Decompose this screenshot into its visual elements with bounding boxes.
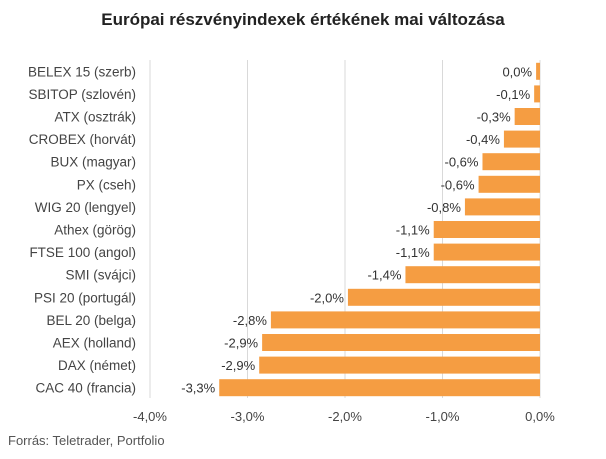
- data-label: -2,0%: [310, 290, 344, 305]
- bar: [433, 221, 540, 238]
- data-label: -1,4%: [367, 268, 401, 283]
- bar: [259, 356, 540, 374]
- x-tick-label: -3,0%: [231, 409, 265, 424]
- bar: [478, 175, 540, 193]
- data-label: -0,8%: [427, 200, 461, 215]
- bar: [503, 130, 540, 148]
- category-label: BELEX 15 (szerb): [28, 64, 136, 79]
- category-label: WIG 20 (lengyel): [35, 200, 136, 215]
- bar: [347, 288, 540, 306]
- bar: [482, 153, 540, 171]
- value-labels: 0,0% -0,1% -0,3% -0,4% -0,6% -0,6% -0,8% -1,1% -…: [181, 64, 532, 395]
- x-tick-label: -2,0%: [328, 409, 362, 424]
- chart-title: Európai részvényindexek értékének mai vá…: [101, 10, 505, 29]
- category-label: SBITOP (szlovén): [28, 87, 136, 102]
- category-label: ATX (osztrák): [54, 110, 136, 125]
- category-label: DAX (német): [58, 358, 136, 373]
- data-label: 0,0%: [502, 64, 532, 79]
- data-label: -2,9%: [221, 358, 255, 373]
- data-label: -0,6%: [445, 155, 479, 170]
- data-label: -0,4%: [466, 132, 500, 147]
- category-label: SMI (svájci): [66, 268, 137, 283]
- bar: [262, 334, 540, 351]
- x-tick-label: 0,0%: [525, 409, 555, 424]
- x-tick-label: -4,0%: [133, 409, 167, 424]
- category-label: CROBEX (horvát): [29, 132, 136, 147]
- bar: [534, 85, 540, 103]
- bar: [514, 108, 540, 125]
- x-axis-ticks: -4,0% -3,0% -2,0% -1,0% 0,0%: [133, 409, 555, 424]
- category-label: Athex (görög): [54, 223, 136, 238]
- bar: [219, 379, 540, 397]
- bar: [270, 311, 540, 329]
- data-label: -1,1%: [396, 245, 430, 260]
- x-tick-label: -1,0%: [426, 409, 460, 424]
- data-label: -0,6%: [441, 177, 475, 192]
- category-label: AEX (holland): [53, 336, 136, 351]
- data-label: -2,9%: [224, 336, 258, 351]
- category-label: CAC 40 (francia): [35, 381, 136, 396]
- data-label: -0,3%: [477, 110, 511, 125]
- bar: [464, 198, 540, 216]
- bar: [405, 266, 540, 284]
- category-labels: BELEX 15 (szerb) SBITOP (szlovén) ATX (osz…: [28, 64, 136, 395]
- category-label: PX (cseh): [77, 177, 136, 192]
- category-label: PSI 20 (portugál): [34, 290, 136, 305]
- bars: [219, 62, 540, 397]
- bar: [536, 62, 540, 80]
- category-label: BUX (magyar): [50, 155, 136, 170]
- data-label: -0,1%: [496, 87, 530, 102]
- category-label: BEL 20 (belga): [46, 313, 136, 328]
- data-label: -2,8%: [233, 313, 267, 328]
- category-label: FTSE 100 (angol): [29, 245, 136, 260]
- source-note: Forrás: Teletrader, Portfolio: [8, 433, 165, 448]
- data-label: -3,3%: [181, 381, 215, 396]
- bar: [433, 243, 540, 261]
- data-label: -1,1%: [396, 223, 430, 238]
